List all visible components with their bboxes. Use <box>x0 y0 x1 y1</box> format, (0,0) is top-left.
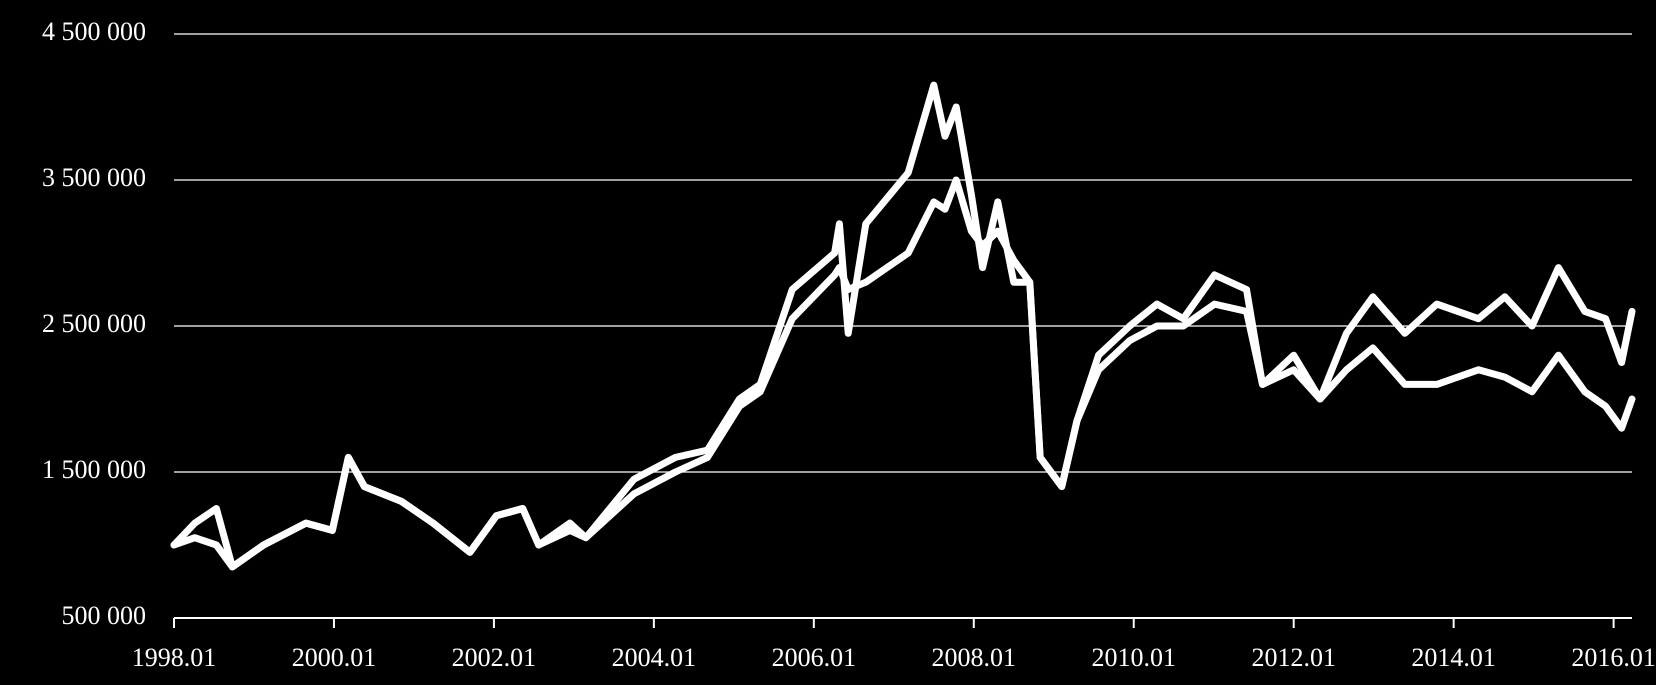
x-tick-label: 2004.01 <box>612 643 697 672</box>
x-tick-label: 2006.01 <box>772 643 857 672</box>
x-tick-label: 2000.01 <box>292 643 377 672</box>
y-tick-label: 4 500 000 <box>42 17 146 46</box>
x-tick-label: 2012.01 <box>1251 643 1336 672</box>
x-tick-label: 2014.01 <box>1411 643 1496 672</box>
y-tick-label: 1 500 000 <box>42 455 146 484</box>
series-line <box>170 176 1636 571</box>
x-tick-label: 2010.01 <box>1091 643 1176 672</box>
y-tick-label: 3 500 000 <box>42 163 146 192</box>
y-tick-label: 500 000 <box>62 601 147 630</box>
x-tick-label: 1998.01 <box>132 643 217 672</box>
x-tick-label: 2002.01 <box>452 643 537 672</box>
y-tick-label: 2 500 000 <box>42 309 146 338</box>
x-tick-label: 2008.01 <box>932 643 1017 672</box>
x-tick-label: 2016.01 <box>1571 643 1656 672</box>
